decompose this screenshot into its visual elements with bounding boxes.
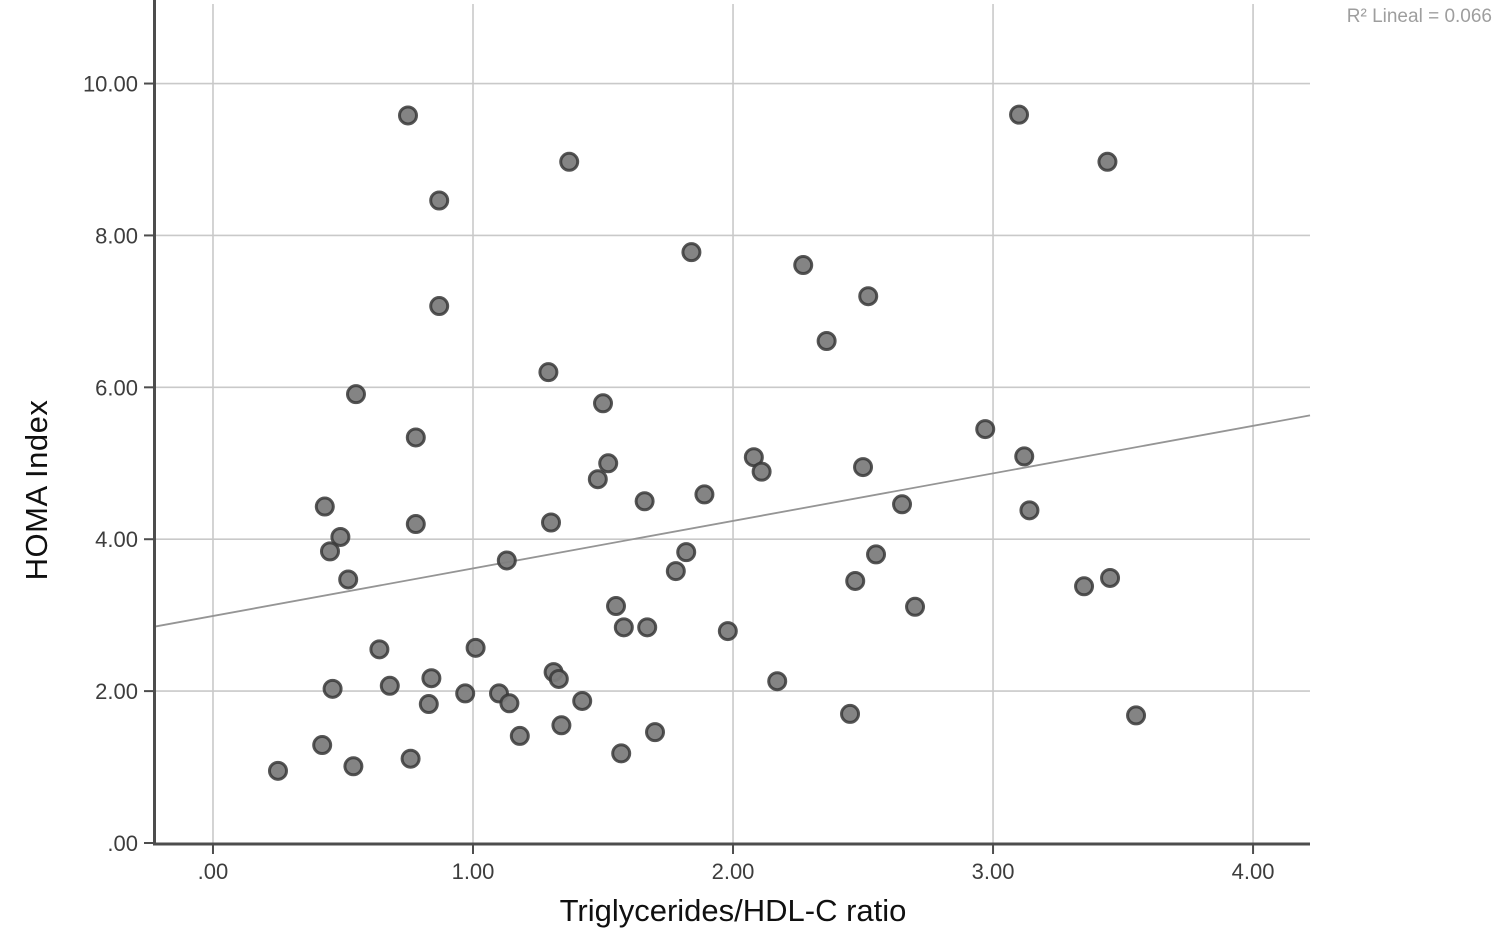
y-tick-label: 10.00 [83, 72, 138, 97]
data-point [322, 678, 343, 699]
x-axis-title: Triglycerides/HDL-C ratio [559, 893, 907, 928]
data-point [751, 461, 772, 482]
data-point [1019, 500, 1040, 521]
y-axis-title: HOMA Index [19, 399, 54, 581]
r-squared-annotation: R² Lineal = 0.066 [1346, 6, 1492, 27]
x-tick-label: 1.00 [452, 859, 495, 884]
data-point [793, 255, 814, 276]
data-point [606, 596, 627, 617]
data-point [866, 544, 887, 565]
data-point [975, 419, 996, 440]
data-point [645, 722, 666, 743]
y-tick-label: 4.00 [95, 527, 138, 552]
data-point [694, 484, 715, 505]
data-point [405, 514, 426, 535]
data-point [548, 668, 569, 689]
data-point [840, 703, 861, 724]
y-tick-label: 8.00 [95, 223, 138, 248]
data-point [845, 570, 866, 591]
data-point [1100, 567, 1121, 588]
data-point [613, 617, 634, 638]
data-point [418, 694, 439, 715]
data-point [319, 541, 340, 562]
data-point [405, 427, 426, 448]
trend-line [154, 414, 1311, 628]
x-tick-label: .00 [198, 859, 229, 884]
data-point [767, 671, 788, 692]
data-point [345, 384, 366, 405]
data-point [379, 675, 400, 696]
data-point [541, 512, 562, 533]
x-tick-label: 3.00 [972, 859, 1015, 884]
data-point [314, 496, 335, 517]
data-point [538, 362, 559, 383]
data-point [369, 639, 390, 660]
data-point [593, 393, 614, 414]
data-point [816, 330, 837, 351]
data-point [572, 690, 593, 711]
data-point [1097, 151, 1118, 172]
data-point [1074, 576, 1095, 597]
data-point [312, 735, 333, 756]
data-point [598, 453, 619, 474]
data-point [397, 105, 418, 126]
data-point [1009, 104, 1030, 125]
data-point [421, 668, 442, 689]
data-point [496, 550, 517, 571]
data-point [905, 596, 926, 617]
data-point [1014, 446, 1035, 467]
y-tick-label: .00 [107, 831, 138, 856]
data-point [665, 561, 686, 582]
data-point [853, 457, 874, 478]
data-point [611, 743, 632, 764]
data-point [429, 190, 450, 211]
data-point [587, 469, 608, 490]
data-point [267, 760, 288, 781]
y-tick-label: 6.00 [95, 375, 138, 400]
data-point [858, 286, 879, 307]
data-point [681, 242, 702, 263]
data-point [637, 617, 658, 638]
data-point [509, 725, 530, 746]
x-tick-label: 2.00 [712, 859, 755, 884]
data-point [455, 683, 476, 704]
data-point [892, 494, 913, 515]
y-tick-label: 2.00 [95, 679, 138, 704]
data-point [400, 748, 421, 769]
data-point [634, 491, 655, 512]
data-point [676, 542, 697, 563]
data-point [551, 715, 572, 736]
data-point [559, 151, 580, 172]
data-point [1126, 705, 1147, 726]
x-tick-label: 4.00 [1232, 859, 1275, 884]
data-point [343, 756, 364, 777]
data-point [717, 621, 738, 642]
data-point [499, 693, 520, 714]
data-point [429, 296, 450, 317]
data-point [330, 526, 351, 547]
data-point [338, 569, 359, 590]
data-point [465, 637, 486, 658]
